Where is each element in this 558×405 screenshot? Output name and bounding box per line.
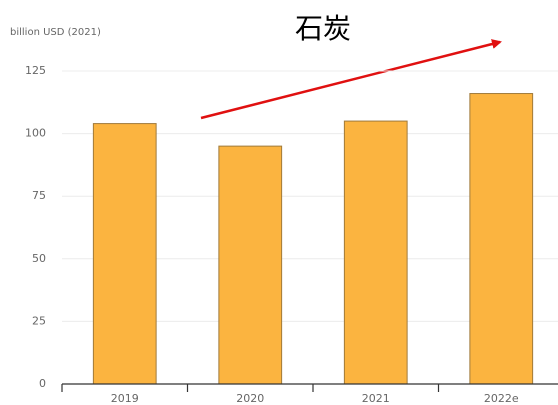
trend-arrow	[200, 39, 502, 120]
bar	[92, 123, 157, 385]
x-tick-label: 2022e	[484, 392, 519, 405]
chart-title: 石炭	[295, 12, 351, 45]
x-tick-label: 2019	[111, 392, 139, 405]
bar	[469, 93, 534, 385]
y-tick-label: 100	[25, 127, 46, 140]
bar	[343, 120, 408, 385]
x-tick-label: 2021	[362, 392, 390, 405]
y-axis-label: billion USD (2021)	[10, 27, 101, 38]
y-tick-label: 75	[32, 189, 46, 202]
x-tick-label: 2020	[236, 392, 264, 405]
y-tick-label: 50	[32, 252, 46, 265]
y-tick-label: 0	[39, 377, 46, 390]
bar	[218, 145, 283, 385]
y-tick-label: 125	[25, 64, 46, 77]
y-tick-label: 25	[32, 314, 46, 327]
